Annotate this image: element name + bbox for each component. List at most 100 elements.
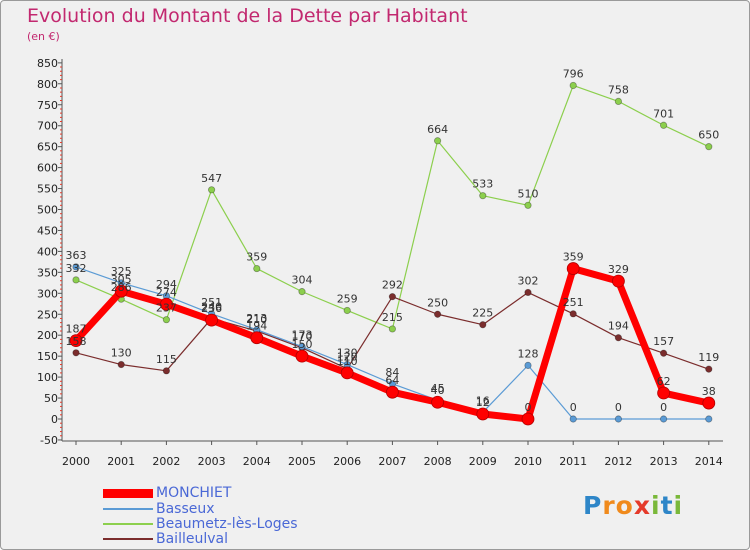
data-point-beaumetz-les-loges	[162, 316, 170, 324]
chart-title: Evolution du Montant de la Dette par Hab…	[27, 5, 468, 27]
data-point-basseux	[298, 342, 306, 351]
y-tick-label: 50	[44, 392, 58, 405]
data-label-basseux: 325	[111, 265, 132, 278]
logo-letter: r	[602, 491, 616, 520]
data-point-basseux	[569, 415, 577, 423]
data-point-bailleulval	[479, 321, 487, 329]
data-label-basseux: 173	[292, 329, 313, 342]
data-point-beaumetz-les-loges	[343, 306, 351, 315]
data-label-bailleulval: 240	[201, 300, 222, 313]
data-label-monchiet: 0	[525, 401, 532, 414]
data-point-monchiet	[566, 262, 580, 275]
data-label-bailleulval: 225	[472, 307, 493, 320]
data-point-monchiet	[295, 349, 309, 363]
y-tick-label: 250	[37, 308, 58, 321]
data-point-monchiet	[250, 331, 264, 345]
data-point-monchiet	[340, 366, 354, 380]
data-label-monchiet: 40	[431, 384, 445, 397]
data-label-basseux: 16	[476, 394, 490, 407]
data-label-bailleulval: 302	[518, 274, 539, 287]
data-label-monchiet: 38	[702, 385, 716, 398]
data-label-beaumetz-les-loges: 664	[427, 123, 448, 136]
data-label-bailleulval: 292	[382, 279, 403, 292]
data-point-monchiet	[159, 297, 173, 311]
logo-letter: i	[651, 491, 661, 520]
x-tick-label: 2012	[604, 455, 632, 468]
data-point-basseux	[524, 361, 532, 369]
logo-letter: t	[660, 491, 674, 520]
data-label-basseux: 128	[518, 347, 539, 360]
y-tick-label: 650	[37, 141, 58, 154]
y-tick-label: -50	[40, 434, 58, 447]
data-point-monchiet	[69, 334, 83, 348]
legend-swatch-basseux	[103, 508, 153, 510]
chart-subtitle: (en €)	[27, 30, 60, 43]
data-label-beaumetz-les-loges: 304	[292, 274, 313, 287]
data-point-beaumetz-les-loges	[208, 186, 216, 194]
data-label-beaumetz-les-loges: 650	[698, 129, 719, 142]
x-tick-label: 2009	[469, 455, 497, 468]
data-point-beaumetz-les-loges	[253, 264, 261, 273]
data-label-bailleulval: 194	[608, 320, 629, 333]
data-label-bailleulval: 120	[337, 351, 358, 364]
x-tick-label: 2002	[152, 455, 180, 468]
data-label-basseux: 0	[660, 401, 667, 414]
y-tick-label: 150	[37, 350, 58, 363]
data-point-bailleulval	[614, 334, 623, 342]
x-tick-label: 2000	[62, 455, 90, 468]
legend-label-monchiet: MONCHIET	[156, 485, 232, 501]
data-label-monchiet: 150	[292, 338, 313, 351]
y-tick-label: 0	[51, 413, 58, 426]
x-tick-label: 2011	[559, 455, 587, 468]
x-tick-label: 2007	[378, 455, 406, 468]
data-label-monchiet: 329	[608, 263, 629, 276]
y-tick-label: 700	[37, 120, 58, 133]
data-point-beaumetz-les-loges	[298, 288, 306, 296]
data-label-beaumetz-les-loges: 701	[653, 107, 674, 120]
data-point-bailleulval	[569, 310, 577, 318]
proxiti-logo: Proxiti	[583, 491, 683, 520]
data-point-bailleulval	[162, 367, 170, 375]
data-point-basseux	[659, 415, 668, 423]
data-point-beaumetz-les-loges	[388, 325, 396, 333]
y-tick-label: 100	[37, 371, 58, 384]
data-point-basseux	[614, 415, 623, 423]
data-label-basseux: 363	[66, 249, 87, 262]
data-label-bailleulval: 157	[653, 335, 674, 348]
data-label-bailleulval: 119	[698, 351, 719, 364]
y-tick-label: 300	[37, 287, 58, 300]
y-tick-label: 800	[37, 78, 58, 91]
legend-label-basseux: Basseux	[156, 501, 215, 517]
data-point-bailleulval	[433, 310, 442, 318]
data-label-monchiet: 64	[385, 374, 399, 387]
series-layer	[69, 81, 716, 426]
data-point-bailleulval	[705, 365, 713, 373]
data-label-beaumetz-les-loges: 796	[563, 67, 584, 80]
data-label-monchiet: 305	[111, 273, 132, 286]
data-label-beaumetz-les-loges: 758	[608, 83, 629, 96]
data-point-beaumetz-les-loges	[614, 97, 623, 105]
x-tick-label: 2013	[650, 455, 678, 468]
data-point-monchiet	[521, 412, 535, 426]
data-label-beaumetz-les-loges: 237	[156, 302, 177, 315]
data-label-beaumetz-les-loges: 359	[246, 251, 267, 264]
data-label-monchiet: 236	[201, 302, 222, 315]
data-label-basseux: 294	[156, 278, 177, 291]
data-point-beaumetz-les-loges	[479, 192, 487, 200]
x-tick-label: 2008	[424, 455, 452, 468]
x-tick-label: 2005	[288, 455, 316, 468]
data-label-beaumetz-les-loges: 259	[337, 292, 358, 305]
data-label-basseux: 251	[201, 296, 222, 309]
data-label-beaumetz-les-loges: 547	[201, 172, 222, 185]
legend-swatch-bailleulval	[103, 538, 153, 540]
data-label-monchiet: 12	[476, 396, 490, 409]
data-point-bailleulval	[388, 293, 396, 301]
y-tick-label: 400	[37, 245, 58, 258]
data-label-monchiet: 359	[563, 251, 584, 264]
data-point-beaumetz-les-loges	[705, 143, 713, 151]
data-point-beaumetz-les-loges	[433, 137, 442, 145]
logo-letter: P	[583, 491, 603, 520]
data-point-basseux	[705, 415, 713, 423]
x-tick-label: 2010	[514, 455, 542, 468]
data-label-bailleulval: 130	[111, 347, 132, 360]
